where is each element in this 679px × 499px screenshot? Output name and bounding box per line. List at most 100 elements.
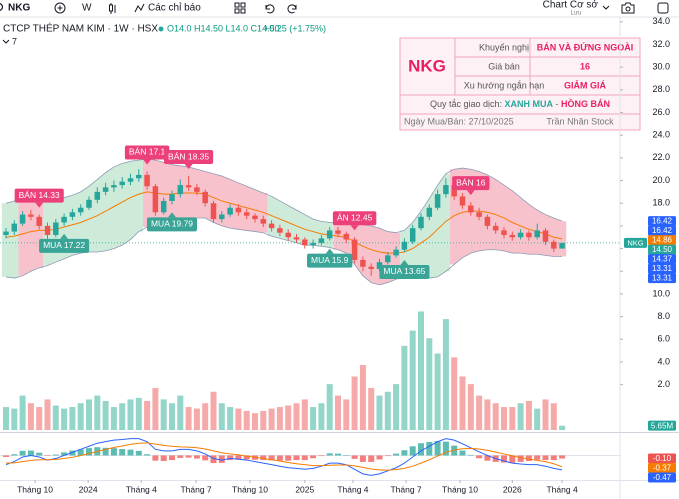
candle-body [194,187,200,192]
candle-body [243,212,250,216]
y-tick-label: 32.0 [652,39,670,49]
signal-zone [267,196,334,248]
candle-body [86,199,92,208]
symbol-tag [624,237,647,248]
layout-menu[interactable] [602,5,610,10]
macd-hist-bar [52,454,59,456]
candle-body [393,249,399,256]
volume-bar [384,391,391,430]
indicators-button[interactable]: Các chỉ báo [134,2,201,14]
macd-hist-bar [69,450,76,456]
x-tick-label: 2024 [79,484,98,494]
y-tick-label: 6.0 [657,334,670,344]
save-label[interactable]: Lưu [571,11,582,17]
macd-hist-bar [484,455,491,461]
candle-body [152,186,159,213]
signal-label-pointer [143,159,152,165]
y-tick-label: 20.0 [652,175,670,185]
price-tag-label: 16.42 [652,226,673,235]
x-tick-label: Tháng 10 [17,484,53,494]
compare-button[interactable] [54,2,66,14]
volume-bar [409,330,416,430]
volume-bar [276,407,283,430]
signal-label-text: BÁN 17.1 [129,147,166,157]
macd-hist-bar [476,455,483,459]
save-layout[interactable]: Chart Cơ sở Lưu [543,0,599,17]
signal-label-text: MUA 13.65 [383,266,425,276]
camera-icon[interactable] [621,2,635,14]
macd-hist-bar [193,455,200,459]
candle-body [476,212,482,217]
volume-bar [476,395,483,430]
symbol[interactable]: NKG [8,3,30,14]
rule-sell: HỒNG BÁN [561,98,610,109]
candle-body [61,216,67,223]
info-date: Ngày Mua/Bán: 27/10/2025 [404,116,514,126]
indicator-count[interactable]: 7 [12,36,17,46]
candle-body [260,219,267,224]
macd-hist-bar [127,449,134,456]
macd-hist-bar [268,455,275,461]
volume-bar [3,407,9,430]
price-tag-label: -0.37 [653,464,672,473]
volume-bar [202,403,209,430]
market-status [158,26,164,32]
volume-bar [127,399,134,430]
candle-body [517,232,524,238]
signal-label-bg [164,150,214,165]
macd-hist-bar [119,449,126,456]
macd-hist-bar [459,450,466,456]
macd-pane [0,438,620,476]
indicators-label[interactable]: Các chỉ báo [148,2,201,14]
candle-body [293,237,300,240]
layout-button[interactable] [234,2,246,14]
macd-hist-bar [451,445,458,456]
candle-body [326,230,333,239]
price-tag-label: 16.42 [652,217,673,226]
volume-bar [335,395,341,430]
interval[interactable]: W [82,3,92,14]
legend-change: +0.25 (+1.75%) [264,23,326,33]
candle-body [443,185,449,195]
layout-name[interactable]: Chart Cơ sở [543,0,599,11]
volume-bar [326,384,333,430]
candle-body [227,207,233,215]
volume-bar [534,408,541,430]
price-tag [648,254,676,265]
macd-hist-bar [409,446,416,456]
signal-label-pointer [184,164,193,170]
redo-button[interactable] [287,4,297,14]
candle-body [235,207,242,213]
signal-label: BÁN 14.33 [14,188,64,208]
signal-label-bg [146,217,198,232]
macd-hist-bar [393,453,400,456]
indicators-toggle[interactable] [2,39,10,44]
price-tag-label: 14.86 [652,236,673,245]
volume-bar [135,397,142,430]
candle-body [526,232,532,238]
candle-body [252,215,258,220]
candle-body [335,230,341,234]
volume-bar [243,410,250,430]
candle-body [160,200,167,213]
candle-body [36,216,42,226]
info-box-bg [399,37,641,131]
macd-hist-bar [61,452,68,456]
volume-bar [467,384,474,430]
price-pane: BÁN 14.33 MUA 17.22 BÁN 17.1 BÁN 18.35 MUA 1… [0,145,620,430]
signal-label-bg [332,211,377,226]
chart-type-button[interactable] [109,3,116,14]
fullscreen-button[interactable] [657,2,669,14]
rule-prefix: Quy tắc giao dịch: [430,99,502,109]
macd-hist-bar [434,441,441,456]
volume-bar [351,376,358,430]
volume-bar [77,403,84,430]
y-tick-label: 26.0 [652,107,670,117]
undo-button[interactable] [265,4,275,14]
x-tick-label: 2026 [503,484,522,494]
volume-bar [44,399,51,430]
volume-bar [542,399,549,430]
macd-hist-bar [310,455,317,459]
symbol-search[interactable]: NKG [0,3,30,14]
grid-icon [234,2,240,8]
